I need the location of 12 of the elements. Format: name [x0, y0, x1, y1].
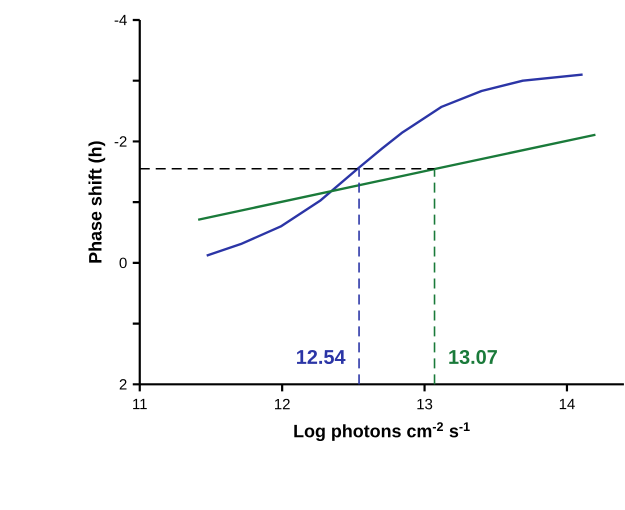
x-tick-label: 11: [133, 398, 147, 410]
x-tick-label: 13: [417, 398, 432, 410]
y-tick-label: 2: [120, 379, 127, 390]
y-axis-title: Phase shift (h): [88, 141, 106, 263]
x-tick-label: 14: [560, 398, 575, 410]
x-tick-label: 12: [275, 398, 290, 410]
y-tick-label: -4: [114, 14, 127, 26]
x-axis-title: Log photons cm$^{-2}$ s$^{-1}$: [294, 422, 470, 441]
annotation: 12.54: [297, 350, 346, 364]
annotation: 13.07: [449, 350, 497, 364]
y-tick-label: 0: [120, 258, 127, 268]
y-tick-label: -2: [114, 136, 127, 147]
